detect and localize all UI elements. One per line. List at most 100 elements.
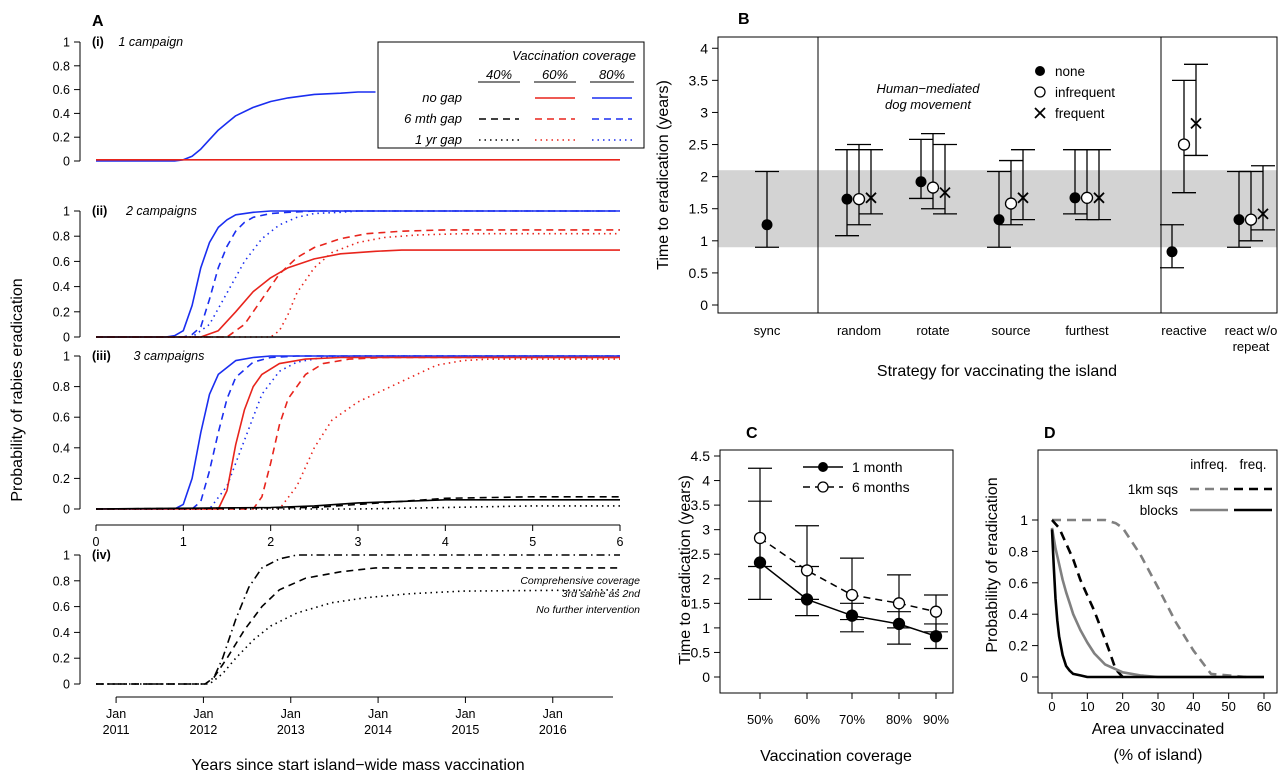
x-tick-label-a: 0 xyxy=(93,535,100,549)
line-60-no-gap xyxy=(96,249,620,338)
y-tick-label-d: 0.4 xyxy=(1009,606,1029,622)
x-tick-label-date: Jan xyxy=(193,707,213,721)
legend-label-b: infrequent xyxy=(1055,85,1115,100)
y-tick-label-c: 4 xyxy=(702,473,710,489)
line-comprehensive-coverage xyxy=(96,554,620,685)
y-tick-label-a1: 0.6 xyxy=(53,83,70,97)
line-d-blocks-infreq- xyxy=(1050,527,1264,679)
x-tick-label-a: 5 xyxy=(529,535,536,549)
x-tick-label-b: repeat xyxy=(1233,339,1270,354)
x-axis-label-c: Vaccination coverage xyxy=(760,748,912,765)
y-tick-label-b: 2 xyxy=(700,169,708,185)
y-tick-label-a2: 0 xyxy=(63,331,70,345)
panel-label-b: B xyxy=(738,11,750,28)
legend-coverage: 80% xyxy=(599,67,625,82)
point-6-months xyxy=(753,531,767,545)
line-60-6-mth-gap xyxy=(96,229,620,338)
line-d-blocks-freq- xyxy=(1050,529,1264,679)
y-tick-label-a3: 0.2 xyxy=(53,472,70,486)
legend-row-label: 6 mth gap xyxy=(404,111,462,126)
y-tick-label-a2: 0.8 xyxy=(53,230,70,244)
legend-row-d: 1km sqs xyxy=(1128,482,1179,497)
point-none xyxy=(841,193,853,205)
point-frequent xyxy=(1093,192,1105,204)
x-axis-label-a: Years since start island−wide mass vacci… xyxy=(191,757,524,774)
legend-box-a xyxy=(377,41,645,149)
subpanel-label: (iv) xyxy=(92,548,111,562)
line-no-further-intervention xyxy=(96,589,621,685)
x-tick-label-date: Jan xyxy=(543,707,563,721)
x-tick-label-date: 2012 xyxy=(190,723,218,737)
annotation-3rd-same: 3rd same as 2nd xyxy=(562,588,641,600)
line-80-no-gap xyxy=(96,355,620,510)
x-tick-label-c: 60% xyxy=(794,712,820,727)
point-none xyxy=(761,219,773,231)
line-60-no-gap xyxy=(96,356,620,510)
point-infrequent xyxy=(1080,191,1094,204)
panel-label-a: A xyxy=(92,13,104,30)
legend-title-a: Vaccination coverage xyxy=(512,48,636,63)
line-80-1-yr-gap xyxy=(96,355,620,510)
panel-label-d: D xyxy=(1044,425,1056,442)
y-tick-label-a2: 0.4 xyxy=(53,280,70,294)
legend-label-b: none xyxy=(1055,64,1085,79)
line-40-no-gap xyxy=(95,498,620,510)
legend-col-d: freq. xyxy=(1239,457,1266,472)
y-tick-label-d: 0 xyxy=(1020,669,1028,685)
point-none xyxy=(1166,246,1178,258)
x-tick-label-date: Jan xyxy=(281,707,301,721)
x-tick-label-b: reactive xyxy=(1161,323,1207,338)
y-tick-label-a1: 0.4 xyxy=(53,107,70,121)
legend-marker-6-months xyxy=(817,481,829,493)
y-tick-label-b: 4 xyxy=(700,40,708,56)
y-tick-label-c: 2.5 xyxy=(691,546,711,562)
annotation-no-further: No further intervention xyxy=(536,604,640,616)
legend-coverage: 60% xyxy=(542,67,568,82)
legend-marker-none xyxy=(1035,66,1045,76)
x-tick-label-date: 2011 xyxy=(103,723,130,737)
x-tick-label-d: 60 xyxy=(1257,699,1271,714)
y-tick-label-a2: 0.2 xyxy=(53,305,70,319)
x-tick-label-b: source xyxy=(991,323,1030,338)
point-infrequent xyxy=(1177,138,1191,151)
point-6-months xyxy=(800,564,814,577)
subpanel-title: 3 campaigns xyxy=(134,349,205,363)
line-80-6-mth-gap xyxy=(96,355,620,510)
point-none xyxy=(1069,192,1081,204)
legend-row-d: blocks xyxy=(1140,503,1179,518)
point-frequent xyxy=(939,187,951,199)
x-tick-label-c: 90% xyxy=(923,712,949,727)
y-tick-label-a1: 0.8 xyxy=(53,59,70,73)
y-tick-label-b: 1.5 xyxy=(689,201,709,217)
point-none xyxy=(1233,214,1245,226)
y-tick-label-d: 0.8 xyxy=(1009,543,1029,559)
subpanel-label: (ii) xyxy=(92,204,107,218)
y-tick-label-a3: 1 xyxy=(63,350,70,364)
x-tick-label-date: 2014 xyxy=(364,723,392,737)
line-3rd-same-as-2nd xyxy=(96,567,620,685)
y-tick-label-c: 0 xyxy=(702,669,710,685)
y-tick-label-a1: 0.2 xyxy=(53,131,70,145)
y-tick-label-c: 2 xyxy=(702,571,710,587)
line-d-1km-sqs-freq- xyxy=(1051,519,1124,678)
y-axis-label-d: Probability of eradication xyxy=(984,477,1001,652)
legend-col-d: infreq. xyxy=(1190,457,1228,472)
x-tick-label-d: 0 xyxy=(1048,699,1055,714)
plot-frame-c xyxy=(719,449,954,694)
y-tick-label-b: 2.5 xyxy=(689,137,709,153)
y-tick-label-b: 0.5 xyxy=(689,265,709,281)
x-tick-label-d: 40 xyxy=(1186,699,1200,714)
y-tick-label-a4: 0.6 xyxy=(53,600,70,614)
x-tick-label-b: sync xyxy=(754,323,781,338)
x-tick-label-b: furthest xyxy=(1065,323,1109,338)
point-6-months xyxy=(892,597,906,610)
y-tick-label-b: 3.5 xyxy=(689,72,709,88)
x-tick-label-date: 2013 xyxy=(277,723,305,737)
point-frequent xyxy=(1017,192,1029,204)
line-80-6-mth-gap xyxy=(96,210,620,338)
y-tick-label-c: 0.5 xyxy=(691,644,711,660)
point-infrequent xyxy=(926,181,940,194)
subpanel-label: (iii) xyxy=(92,349,111,363)
line-80-1-yr-gap xyxy=(96,210,620,338)
